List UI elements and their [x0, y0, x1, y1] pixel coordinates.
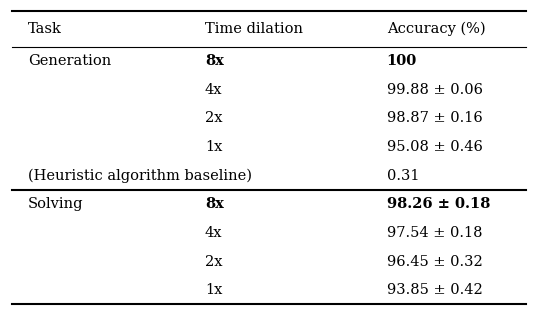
Text: 0.31: 0.31	[387, 169, 419, 183]
Text: 2x: 2x	[205, 112, 222, 126]
Text: 8x: 8x	[205, 197, 224, 211]
Text: Accuracy (%): Accuracy (%)	[387, 22, 485, 36]
Text: (Heuristic algorithm baseline): (Heuristic algorithm baseline)	[28, 169, 252, 183]
Text: 4x: 4x	[205, 226, 222, 240]
Text: 8x: 8x	[205, 54, 224, 68]
Text: 2x: 2x	[205, 255, 222, 269]
Text: 93.85 ± 0.42: 93.85 ± 0.42	[387, 283, 483, 297]
Text: 99.88 ± 0.06: 99.88 ± 0.06	[387, 83, 483, 97]
Text: 98.87 ± 0.16: 98.87 ± 0.16	[387, 112, 483, 126]
Text: 96.45 ± 0.32: 96.45 ± 0.32	[387, 255, 483, 269]
Text: 1x: 1x	[205, 140, 222, 154]
Text: 95.08 ± 0.46: 95.08 ± 0.46	[387, 140, 483, 154]
Text: 98.26 ± 0.18: 98.26 ± 0.18	[387, 197, 490, 211]
Text: Generation: Generation	[28, 54, 111, 68]
Text: 100: 100	[387, 54, 417, 68]
Text: 1x: 1x	[205, 283, 222, 297]
Text: Solving: Solving	[28, 197, 83, 211]
Text: 4x: 4x	[205, 83, 222, 97]
Text: 97.54 ± 0.18: 97.54 ± 0.18	[387, 226, 482, 240]
Text: Time dilation: Time dilation	[205, 22, 303, 36]
Text: Task: Task	[28, 22, 62, 36]
